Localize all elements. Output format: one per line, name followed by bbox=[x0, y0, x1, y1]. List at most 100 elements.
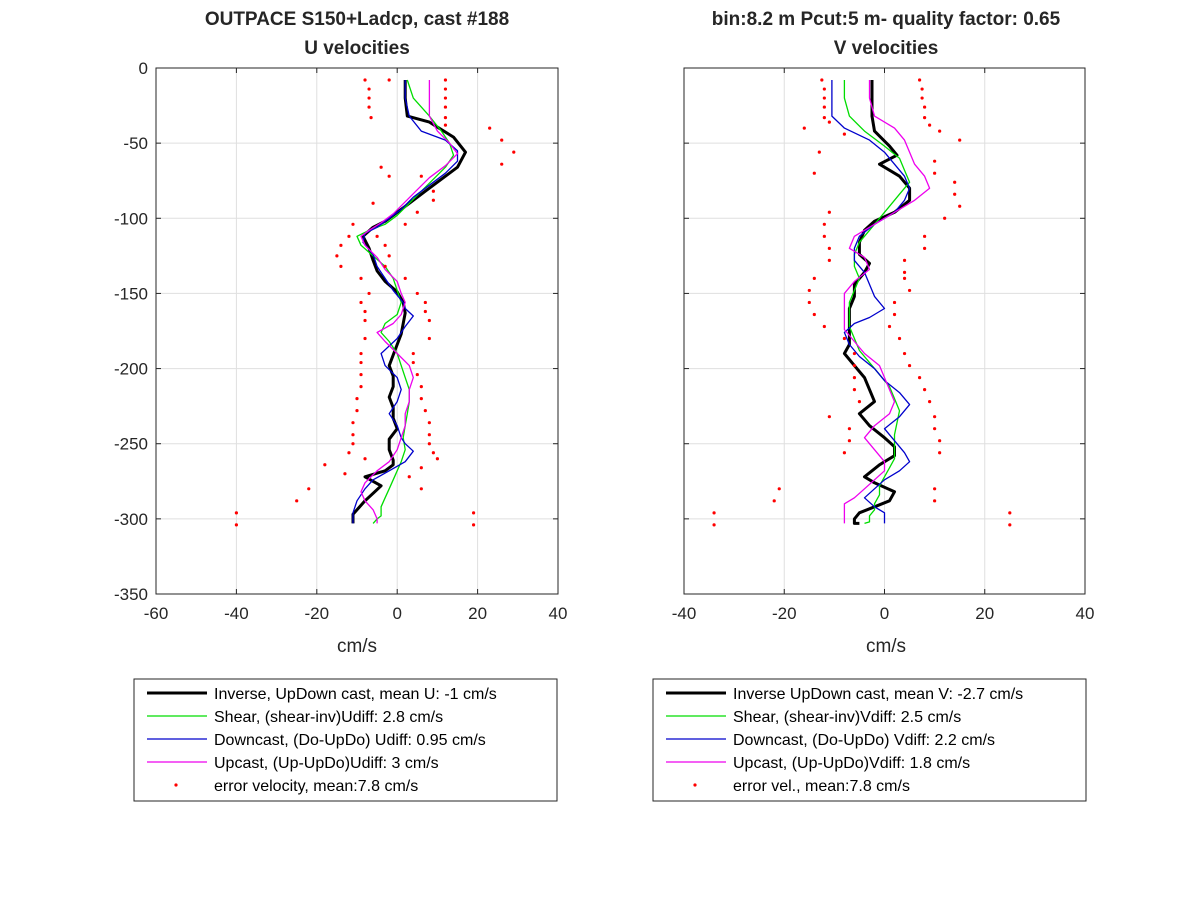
u-error-velocity-point bbox=[371, 201, 375, 205]
v-error-velocity-point bbox=[907, 363, 912, 368]
v-error-velocity-point bbox=[822, 105, 826, 109]
v-chart-title-line1: bin:8.2 m Pcut:5 m- quality factor: 0.65 bbox=[712, 9, 1061, 30]
v-error-velocity-point bbox=[920, 96, 924, 100]
u-error-velocity-point bbox=[375, 234, 379, 238]
u-y-tick-label: -100 bbox=[114, 209, 148, 228]
v-error-velocity-point bbox=[822, 115, 826, 120]
v-error-velocity-point bbox=[892, 312, 897, 317]
u-series-line-2 bbox=[352, 80, 459, 524]
u-error-velocity-point bbox=[415, 372, 419, 377]
u-legend-marker bbox=[174, 783, 178, 787]
v-x-axis-label: cm/s bbox=[866, 636, 906, 657]
v-error-velocity-point bbox=[807, 288, 811, 293]
v-error-velocity-point bbox=[802, 126, 806, 130]
u-legend-box bbox=[133, 678, 558, 802]
u-error-velocity-point bbox=[431, 198, 435, 202]
v-x-tick-label: 0 bbox=[880, 604, 889, 623]
v-error-velocity-point bbox=[938, 439, 942, 443]
u-error-velocity-point bbox=[339, 243, 343, 247]
u-legend-entry-label: Inverse, UpDown cast, mean U: -1 cm/s bbox=[214, 686, 497, 703]
v-error-velocity-point bbox=[842, 132, 847, 136]
u-error-velocity-point bbox=[419, 174, 423, 178]
v-error-velocity-point bbox=[943, 216, 947, 220]
v-legend-box bbox=[652, 678, 1087, 802]
u-error-velocity-point bbox=[471, 511, 476, 515]
v-error-velocity-point bbox=[933, 427, 937, 431]
u-error-velocity-point bbox=[351, 442, 355, 446]
u-series-line-3 bbox=[360, 80, 459, 524]
u-ticks: -60 -40 -20 0 20 400-50-100-150-200-250-300-3… bbox=[114, 59, 567, 623]
v-chart-title-line2: V velocities bbox=[834, 38, 939, 59]
u-error-velocity-point bbox=[359, 276, 363, 280]
u-legend-entry-label: Upcast, (Up-UpDo)Udiff: 3 cm/s bbox=[214, 755, 439, 772]
u-x-tick-label: -60 bbox=[144, 604, 169, 623]
v-error-velocity-point bbox=[827, 415, 831, 419]
u-error-velocity-point bbox=[387, 174, 391, 178]
u-error-velocity-point bbox=[347, 234, 351, 238]
v-error-velocity-point bbox=[923, 234, 927, 238]
u-error-velocity-point bbox=[427, 442, 431, 446]
u-legend-entry-label: Shear, (shear-inv)Udiff: 2.8 cm/s bbox=[214, 709, 443, 726]
v-error-velocity-point bbox=[827, 246, 831, 250]
u-error-velocity-point bbox=[351, 433, 355, 437]
v-error-velocity-point bbox=[953, 192, 957, 196]
v-legend-entry-label: Upcast, (Up-UpDo)Vdiff: 1.8 cm/s bbox=[733, 755, 970, 772]
v-error-velocity-point bbox=[820, 78, 824, 82]
u-error-velocity-point bbox=[387, 78, 391, 82]
u-x-tick-label: -20 bbox=[305, 604, 330, 623]
u-error-velocity-point bbox=[443, 96, 448, 100]
v-x-tick-label: 40 bbox=[1076, 604, 1095, 623]
v-error-velocity-point bbox=[907, 288, 912, 293]
u-error-velocity-point bbox=[359, 385, 363, 389]
v-series-line-1 bbox=[843, 80, 911, 525]
v-error-velocity-point bbox=[772, 499, 776, 503]
u-error-velocity-point bbox=[423, 309, 427, 314]
v-error-velocity-point bbox=[777, 487, 781, 491]
v-error-velocity-point bbox=[847, 439, 852, 443]
u-legend: Inverse, UpDown cast, mean U: -1 cm/s She… bbox=[133, 678, 558, 802]
v-error-velocity-point bbox=[933, 415, 937, 419]
u-error-velocity-point bbox=[355, 397, 359, 401]
u-y-tick-label: -350 bbox=[114, 585, 148, 604]
u-error-velocity-point bbox=[419, 466, 423, 470]
v-error-velocity-point bbox=[923, 115, 927, 120]
u-error-velocity-point bbox=[500, 138, 504, 142]
u-error-velocity-point bbox=[379, 165, 383, 169]
v-series-line-3 bbox=[843, 80, 931, 524]
v-error-velocity-point bbox=[847, 427, 852, 431]
u-error-velocity-point bbox=[387, 254, 391, 258]
u-error-velocity-point bbox=[367, 87, 371, 91]
v-error-velocity-point bbox=[923, 105, 927, 109]
v-legend-entry-label: Inverse UpDown cast, mean V: -2.7 cm/s bbox=[733, 686, 1023, 703]
u-error-velocity-point bbox=[363, 309, 367, 314]
u-error-velocity-point bbox=[367, 96, 371, 100]
u-error-velocity-point bbox=[443, 87, 448, 91]
u-error-velocity-point bbox=[431, 451, 435, 455]
u-axes-frame bbox=[155, 67, 559, 595]
v-error-velocity-point bbox=[933, 499, 937, 503]
u-error-velocity-point bbox=[383, 243, 387, 247]
u-error-velocity-point bbox=[488, 126, 492, 130]
u-y-tick-label: -200 bbox=[114, 360, 148, 379]
u-error-velocity-point bbox=[295, 499, 299, 503]
v-error-velocity-point bbox=[958, 138, 962, 142]
u-chart-title-line1: OUTPACE S150+Ladcp, cast #188 bbox=[205, 9, 509, 30]
u-error-velocity-point bbox=[343, 472, 347, 476]
u-error-velocity-point bbox=[403, 276, 407, 280]
u-error-velocity-point bbox=[363, 336, 367, 341]
v-error-velocity-point bbox=[812, 312, 816, 317]
v-legend-entry-label: error vel., mean:7.8 cm/s bbox=[733, 778, 910, 795]
v-velocity-axes: bin:8.2 m Pcut:5 m- quality factor: 0.65… bbox=[652, 9, 1095, 802]
v-error-velocity-point bbox=[852, 388, 857, 392]
u-error-velocity-point bbox=[443, 115, 448, 120]
u-error-velocity-point bbox=[443, 105, 448, 109]
v-error-velocity-point bbox=[887, 324, 892, 329]
v-error-velocity-point bbox=[933, 159, 937, 163]
v-error-velocity-point bbox=[917, 78, 922, 82]
v-error-velocity-point bbox=[902, 270, 907, 274]
u-error-velocity-point bbox=[427, 421, 431, 425]
u-legend-entry-label: error velocity, mean:7.8 cm/s bbox=[214, 778, 418, 795]
v-error-velocity-point bbox=[852, 351, 857, 356]
u-y-tick-label: 0 bbox=[139, 59, 148, 78]
v-error-velocity-point bbox=[933, 171, 937, 175]
